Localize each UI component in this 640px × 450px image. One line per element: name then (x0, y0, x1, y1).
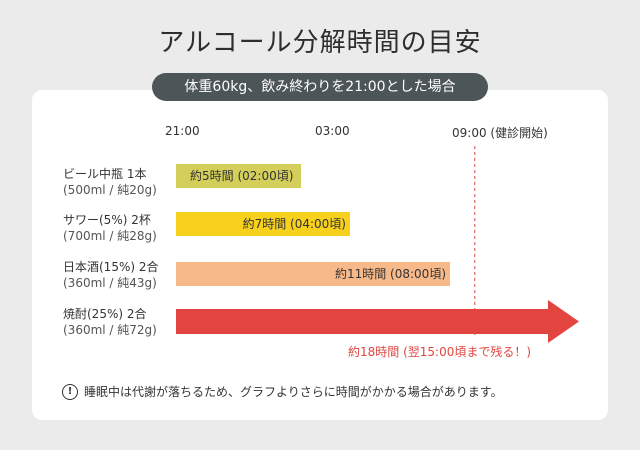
category-name: サワー(5%) 2杯 (63, 213, 151, 227)
category-label-shochu: 焼酎(25%) 2合 (360ml / 純72g) (63, 306, 157, 338)
bar-shochu-arrow (176, 300, 579, 343)
category-label-sake: 日本酒(15%) 2合 (360ml / 純43g) (63, 259, 159, 291)
category-detail: (700ml / 純28g) (63, 229, 157, 243)
x-tick-label-2100: 21:00 (165, 124, 200, 138)
bar-label-sour: 約7時間 (04:00頃) (242, 217, 346, 231)
bar-beer: 約5時間 (02:00頃) (176, 164, 301, 188)
x-tick-label-0900: 09:00 (健診開始) (452, 126, 548, 140)
subtitle-pill: 体重60kg、飲み終わりを21:00とした場合 (152, 73, 488, 101)
category-label-sour: サワー(5%) 2杯 (700ml / 純28g) (63, 212, 157, 244)
bar-label-beer: 約5時間 (02:00頃) (190, 169, 294, 183)
category-name: 日本酒(15%) 2合 (63, 260, 159, 274)
category-detail: (500ml / 純20g) (63, 183, 157, 197)
footnote-text: 睡眠中は代謝が落ちるため、グラフよりさらに時間がかかる場合があります。 (84, 385, 503, 399)
bar-sour: 約7時間 (04:00頃) (176, 212, 350, 236)
bar-label-shochu: 約18時間 (翌15:00頃まで残る！) (348, 345, 532, 359)
category-name: 焼酎(25%) 2合 (63, 307, 147, 321)
bar-label-sake: 約11時間 (08:00頃) (334, 267, 446, 281)
footnote: ! 睡眠中は代謝が落ちるため、グラフよりさらに時間がかかる場合があります。 (62, 383, 503, 400)
chart-card (32, 90, 608, 420)
category-detail: (360ml / 純43g) (63, 276, 157, 290)
page-title: アルコール分解時間の目安 (158, 28, 482, 58)
exclamation-circle-icon: ! (62, 383, 78, 400)
category-name: ビール中瓶 1本 (63, 167, 147, 181)
bar-sake: 約11時間 (08:00頃) (176, 262, 450, 286)
category-detail: (360ml / 純72g) (63, 323, 157, 337)
x-tick-label-0300: 03:00 (315, 124, 350, 138)
category-label-beer: ビール中瓶 1本 (500ml / 純20g) (63, 166, 157, 198)
